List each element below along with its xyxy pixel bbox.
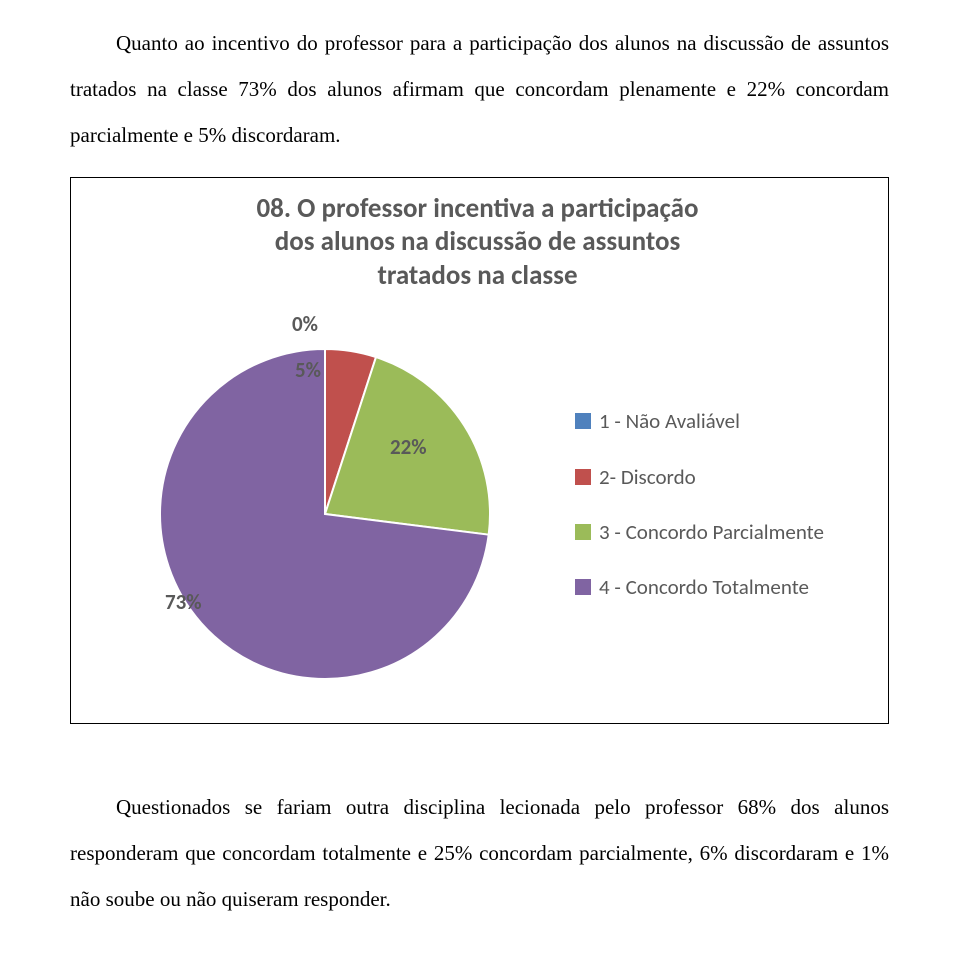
chart-title-line-3: tratados na classe [377, 259, 577, 292]
outro-text: Questionados se fariam outra disciplina … [70, 784, 889, 923]
pie-slice-label: 5% [295, 357, 321, 383]
chart-title-line-2: dos alunos na discussão de assuntos [275, 225, 680, 258]
legend-item: 2- Discordo [575, 465, 870, 490]
chart-body: 0% 5% 22% 73% 1 - Não Avaliável 2- Discord… [85, 311, 870, 699]
legend-label: 4 - Concordo Totalmente [599, 575, 809, 600]
legend: 1 - Não Avaliável 2- Discordo 3 - Concor… [565, 409, 870, 600]
legend-swatch [575, 579, 591, 595]
legend-swatch [575, 524, 591, 540]
legend-item: 3 - Concordo Parcialmente [575, 520, 870, 545]
chart-title-line-1: 08. O professor incentiva a participação [257, 192, 699, 225]
chart-container: 08. O professor incentiva a participação… [70, 177, 889, 724]
intro-paragraph: Quanto ao incentivo do professor para a … [70, 20, 889, 159]
outro-paragraph: Questionados se fariam outra disciplina … [70, 784, 889, 923]
page: Quanto ao incentivo do professor para a … [0, 0, 959, 980]
pie-area: 0% 5% 22% 73% [85, 311, 565, 699]
legend-label: 3 - Concordo Parcialmente [599, 520, 824, 545]
chart-title: 08. O professor incentiva a participação… [95, 192, 860, 293]
legend-swatch [575, 469, 591, 485]
pie-chart: 5% 22% 73% [85, 339, 565, 699]
intro-text: Quanto ao incentivo do professor para a … [70, 20, 889, 159]
zero-percent-label: 0% [292, 311, 318, 337]
pie-slice-label: 73% [165, 589, 202, 615]
legend-item: 1 - Não Avaliável [575, 409, 870, 434]
pie-slice-label: 22% [390, 434, 427, 460]
legend-item: 4 - Concordo Totalmente [575, 575, 870, 600]
legend-swatch [575, 413, 591, 429]
legend-label: 2- Discordo [599, 465, 696, 490]
legend-label: 1 - Não Avaliável [599, 409, 740, 434]
